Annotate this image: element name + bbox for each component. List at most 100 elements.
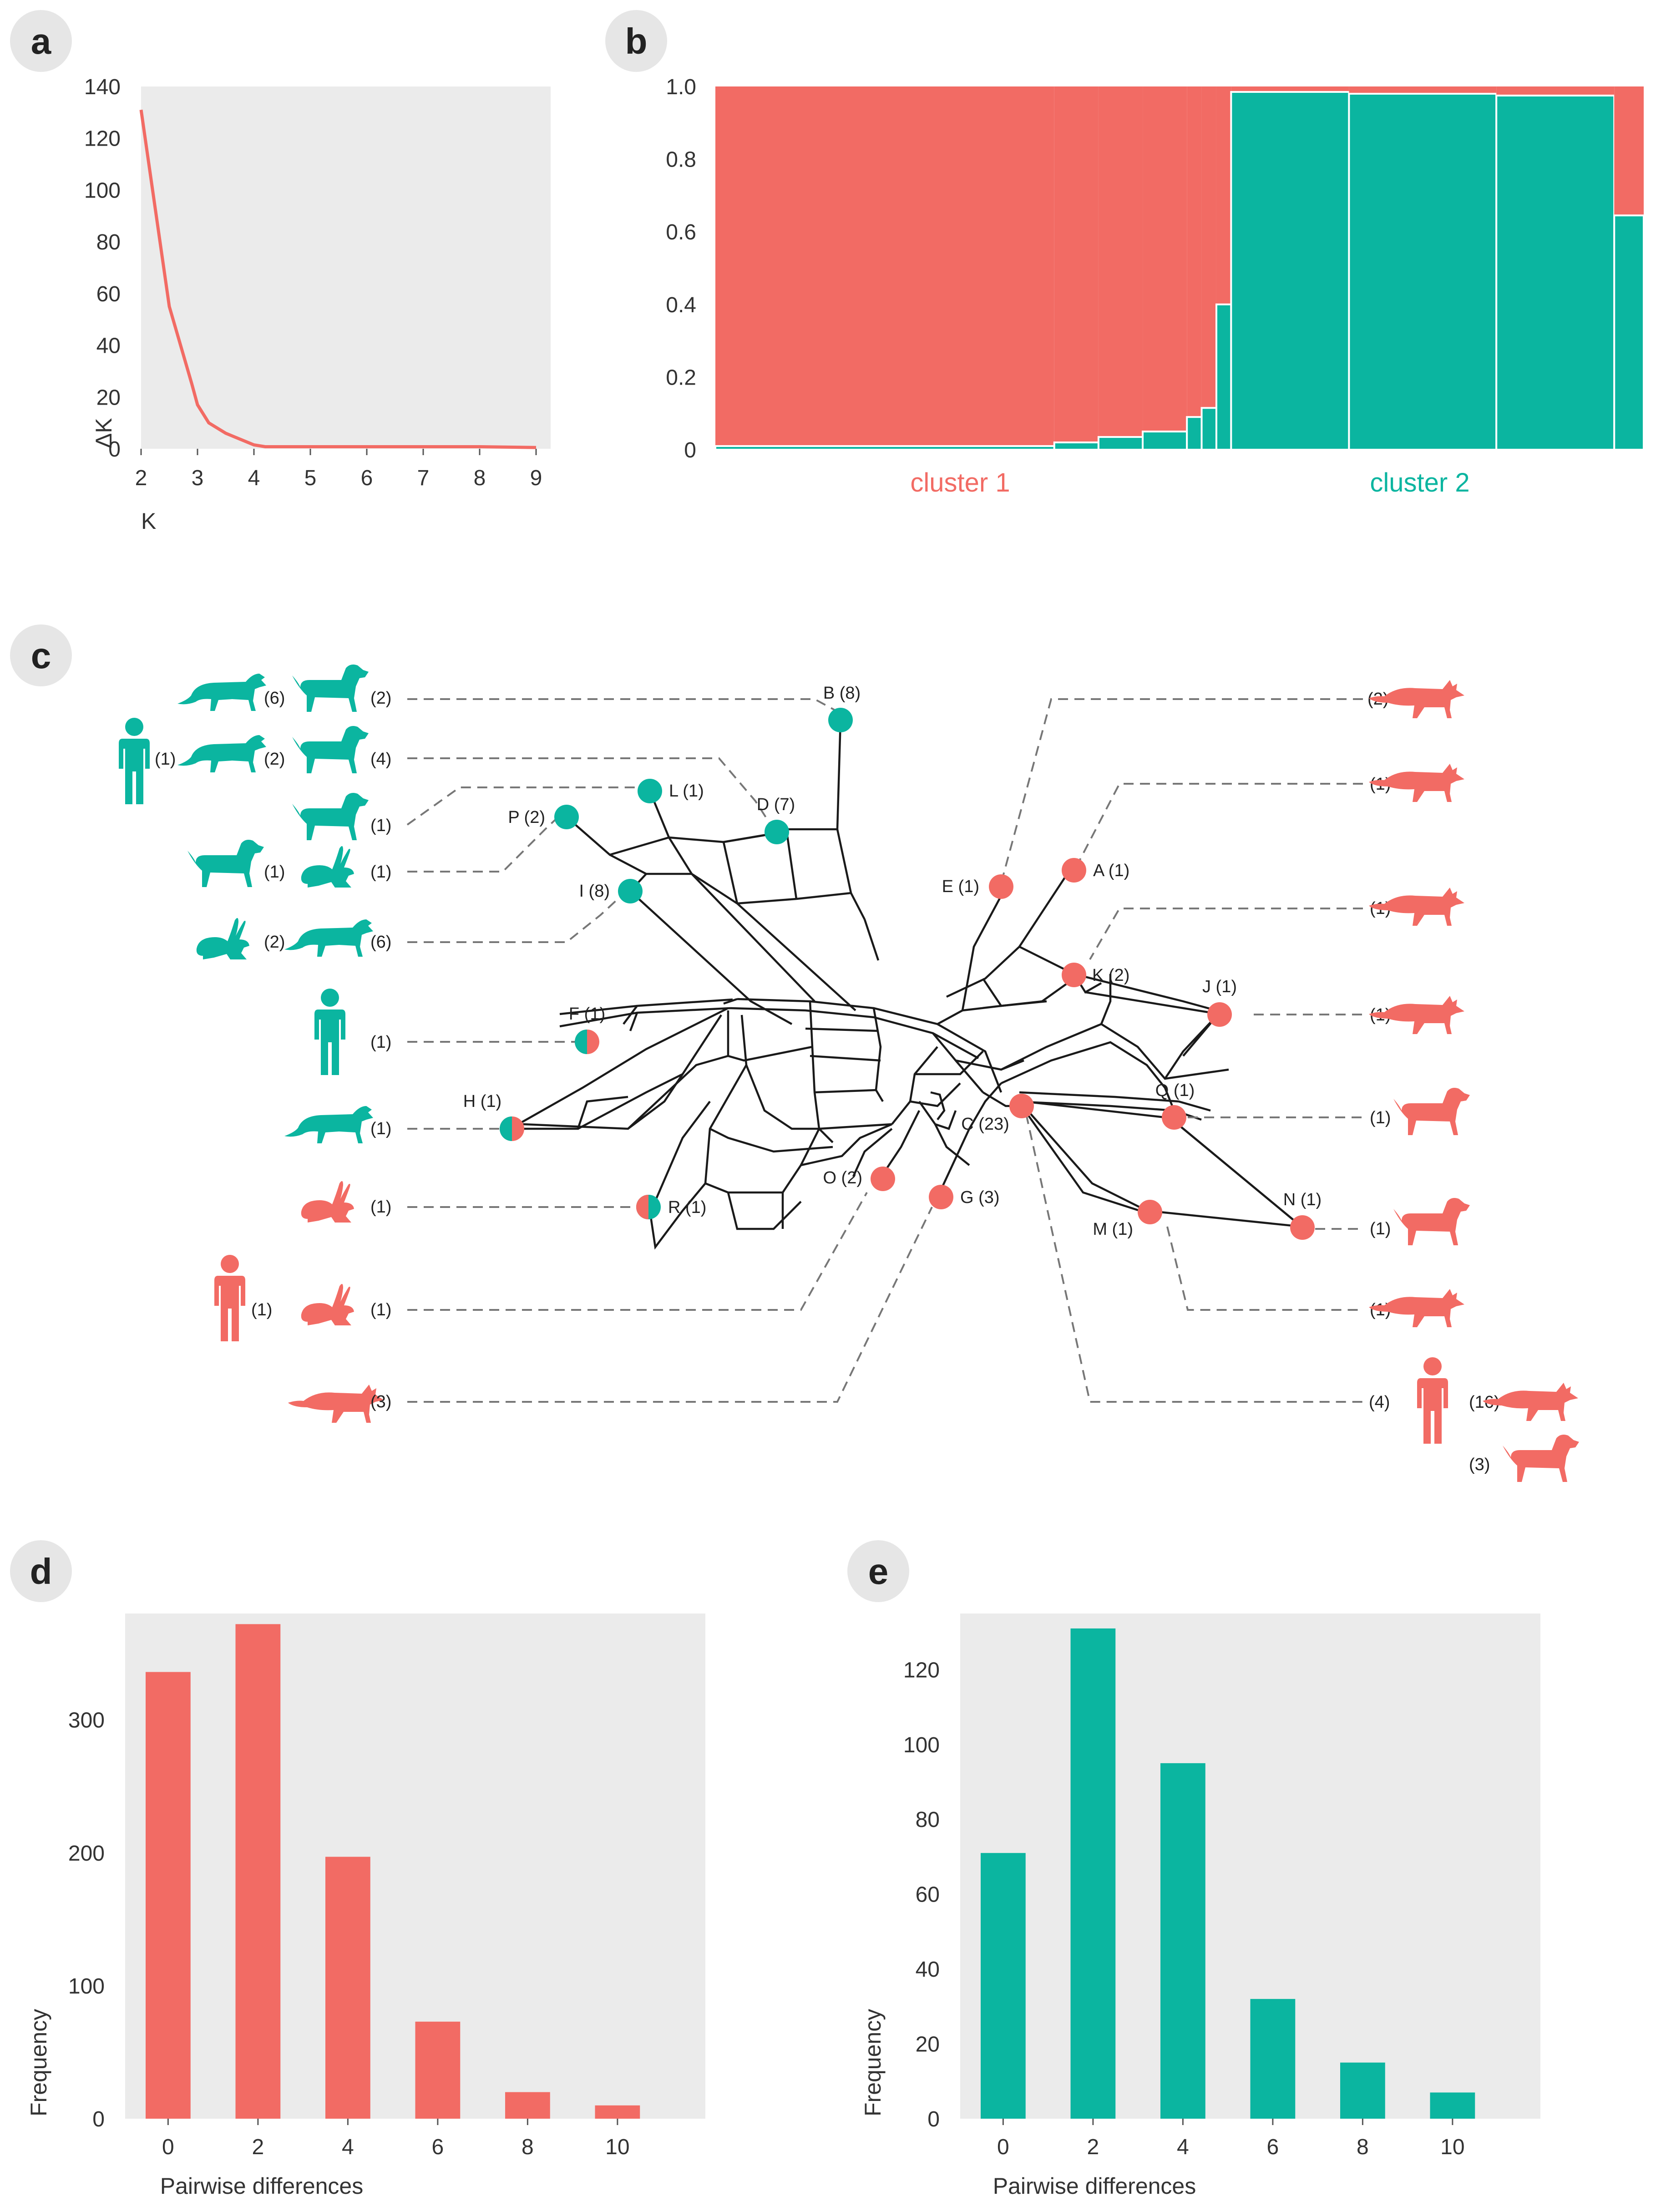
cluster-2-bar xyxy=(714,445,1055,451)
panel-d-y-ticks: 0 100 200 300 xyxy=(68,1709,105,2131)
histogram-bar xyxy=(146,1672,191,2119)
wolf-icon xyxy=(284,1106,373,1143)
dog-icon xyxy=(292,793,369,840)
panel-a-line-chart: 0 20 40 60 80 100 120 140 2 3 4 5 6 7 8 9 K ΔK xyxy=(84,75,551,534)
panel-badge-d: d xyxy=(10,1540,72,1602)
y-tick-label: 120 xyxy=(903,1658,940,1682)
host-count: (4) xyxy=(370,750,391,769)
x-tick-label: 6 xyxy=(432,2135,444,2159)
x-tick-label: 2 xyxy=(1087,2135,1099,2159)
node-L: L (1) xyxy=(638,779,704,803)
cluster-2-bar xyxy=(1348,92,1498,451)
fox-icon xyxy=(1369,764,1464,802)
y-tick-label: 0.4 xyxy=(666,293,696,317)
human-icon xyxy=(1417,1357,1448,1444)
host-count: (1) xyxy=(1370,1108,1391,1127)
y-tick-label: 300 xyxy=(68,1709,105,1733)
y-tick-label: 0.2 xyxy=(666,365,696,390)
panel-badge-e: e xyxy=(847,1540,909,1602)
cluster-1-bar xyxy=(715,86,1054,446)
node-C-label: C (23) xyxy=(961,1115,1009,1134)
host-count: (1) xyxy=(155,750,176,769)
node-D: D (7) xyxy=(757,795,795,844)
cluster-2-bar xyxy=(1613,214,1645,451)
host-count: (1) xyxy=(370,1119,391,1138)
cluster-2-bar xyxy=(1142,431,1188,451)
y-tick-label: 60 xyxy=(916,1883,940,1907)
panel-e-y-label: Frequency xyxy=(860,2009,886,2116)
y-tick-label: 100 xyxy=(68,1974,105,1999)
histogram-bar xyxy=(235,1624,281,2119)
panel-a-y-label: ΔK xyxy=(91,418,116,448)
hare-icon xyxy=(301,846,354,888)
x-tick-label: 8 xyxy=(1357,2135,1369,2159)
panel-b-stacked-bar-chart: 0 0.2 0.4 0.6 0.8 1.0 cluster 1 cluster 2 xyxy=(666,75,1645,497)
node-G-label: G (3) xyxy=(960,1188,1000,1207)
x-tick-label: 6 xyxy=(1267,2135,1279,2159)
wolf-icon xyxy=(177,735,266,772)
cluster-2-bar xyxy=(1230,91,1350,451)
node-F: F (1) xyxy=(569,1005,605,1054)
cluster-1-bar xyxy=(1216,86,1231,304)
cluster-1-bar xyxy=(1098,86,1143,437)
fox-icon xyxy=(1369,1289,1464,1327)
node-K-label: K (2) xyxy=(1092,966,1129,985)
cluster-1-bar xyxy=(1496,86,1615,96)
cluster-1-bar xyxy=(1231,86,1349,92)
node-O-label: O (2) xyxy=(823,1168,862,1187)
host-count: (4) xyxy=(1369,1393,1390,1412)
y-tick-label: 100 xyxy=(84,178,121,203)
host-count: (1) xyxy=(370,1300,391,1319)
dog-icon xyxy=(1393,1198,1470,1245)
panel-b-y-ticks: 0 0.2 0.4 0.6 0.8 1.0 xyxy=(666,75,696,462)
host-count: (3) xyxy=(1469,1455,1490,1474)
wolf-icon xyxy=(284,919,373,957)
node-D-label: D (7) xyxy=(757,795,795,814)
hare-icon xyxy=(301,1181,354,1223)
x-tick-label: 0 xyxy=(997,2135,1009,2159)
y-tick-label: 20 xyxy=(916,2033,940,2057)
panel-d-x-label: Pairwise differences xyxy=(160,2173,364,2199)
y-tick-label: 40 xyxy=(96,334,121,358)
histogram-bar xyxy=(981,1853,1026,2119)
node-R: R (1) xyxy=(636,1195,706,1219)
histogram-bar xyxy=(415,2021,461,2119)
node-J: J (1) xyxy=(1202,977,1237,1027)
panel-e-y-ticks: 0 20 40 60 80 100 120 xyxy=(903,1658,940,2131)
panel-d-x-ticks: 0 2 4 6 8 10 xyxy=(162,2119,630,2159)
node-B: B (8) xyxy=(823,684,861,732)
dog-icon xyxy=(1503,1435,1579,1482)
panel-a-delta-k-line xyxy=(139,109,537,449)
panel-a-x-label: K xyxy=(141,508,156,534)
panel-e-bar-chart: 0 20 40 60 80 100 120 0 2 4 6 8 10 Pairwise differe… xyxy=(860,1613,1540,2199)
cluster-1-bar xyxy=(1143,86,1187,432)
cluster-2-bar xyxy=(1186,416,1203,451)
x-tick-label: 10 xyxy=(605,2135,629,2159)
node-P: P (2) xyxy=(508,805,579,829)
histogram-bar xyxy=(1430,2092,1475,2119)
y-tick-label: 0.8 xyxy=(666,148,696,172)
fox-icon xyxy=(1483,1383,1578,1421)
network-connectors xyxy=(406,698,1363,1403)
host-count: (2) xyxy=(264,933,285,952)
node-E: E (1) xyxy=(942,874,1013,899)
host-count: (1) xyxy=(370,862,391,882)
panel-e-x-ticks: 0 2 4 6 8 10 xyxy=(997,2119,1465,2159)
host-count: (1) xyxy=(370,1033,391,1052)
panel-a-plot-area xyxy=(141,86,551,449)
y-tick-label: 80 xyxy=(916,1808,940,1832)
cluster-1-bar xyxy=(1054,86,1099,443)
histogram-bar xyxy=(1160,1763,1205,2119)
x-tick-label: 0 xyxy=(162,2135,174,2159)
node-I-label: I (8) xyxy=(579,882,610,901)
panel-label-a: a xyxy=(31,21,51,61)
host-count: (1) xyxy=(264,862,285,882)
network-edges xyxy=(511,720,1305,1250)
y-tick-label: 0 xyxy=(927,2107,940,2131)
histogram-bar xyxy=(1250,1999,1296,2119)
human-icon xyxy=(214,1255,245,1341)
node-Q: Q (1) xyxy=(1155,1081,1195,1130)
y-tick-label: 140 xyxy=(84,75,121,99)
panel-a-x-ticks: 2 3 4 5 6 7 8 9 xyxy=(135,449,542,490)
